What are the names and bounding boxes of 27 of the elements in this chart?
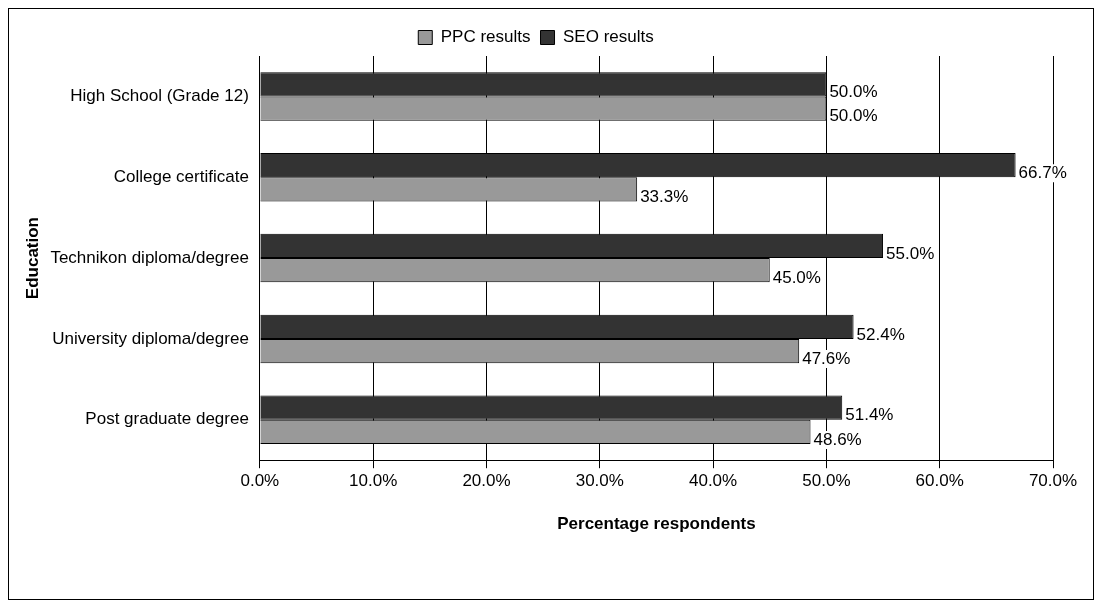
data-label: 66.7% (1018, 162, 1067, 182)
x-tick-label: 20.0% (462, 471, 511, 491)
x-tick-label: 0.0% (240, 471, 280, 491)
y-tick-label: University diploma/degree (52, 328, 249, 348)
y-tick-label: Post graduate degree (85, 409, 249, 429)
data-label: 47.6% (802, 348, 851, 368)
x-axis-title: Percentage respondents (557, 514, 756, 534)
y-axis-title: Education (22, 217, 42, 300)
x-tick-label: 60.0% (915, 471, 964, 491)
y-tick-label: Technikon diploma/degree (50, 247, 249, 267)
x-tick-label: 40.0% (688, 471, 738, 491)
x-tick-label: 50.0% (802, 471, 851, 491)
y-tick-label: High School (Grade 12) (70, 86, 249, 106)
data-label: 50.0% (829, 106, 878, 126)
data-label: 51.4% (845, 405, 894, 425)
data-label: 52.4% (856, 324, 905, 344)
legend-label: SEO results (563, 27, 654, 47)
data-label: 55.0% (886, 243, 935, 263)
data-label: 48.6% (813, 429, 862, 449)
y-tick-label: College certificate (113, 166, 249, 186)
legend-label: PPC results (440, 27, 531, 47)
data-label: 33.3% (640, 187, 689, 207)
x-tick-label: 30.0% (575, 471, 624, 491)
x-tick-label: 10.0% (349, 471, 398, 491)
data-label: 45.0% (772, 267, 821, 287)
data-label: 50.0% (829, 81, 878, 101)
x-tick-label: 70.0% (1028, 471, 1078, 491)
